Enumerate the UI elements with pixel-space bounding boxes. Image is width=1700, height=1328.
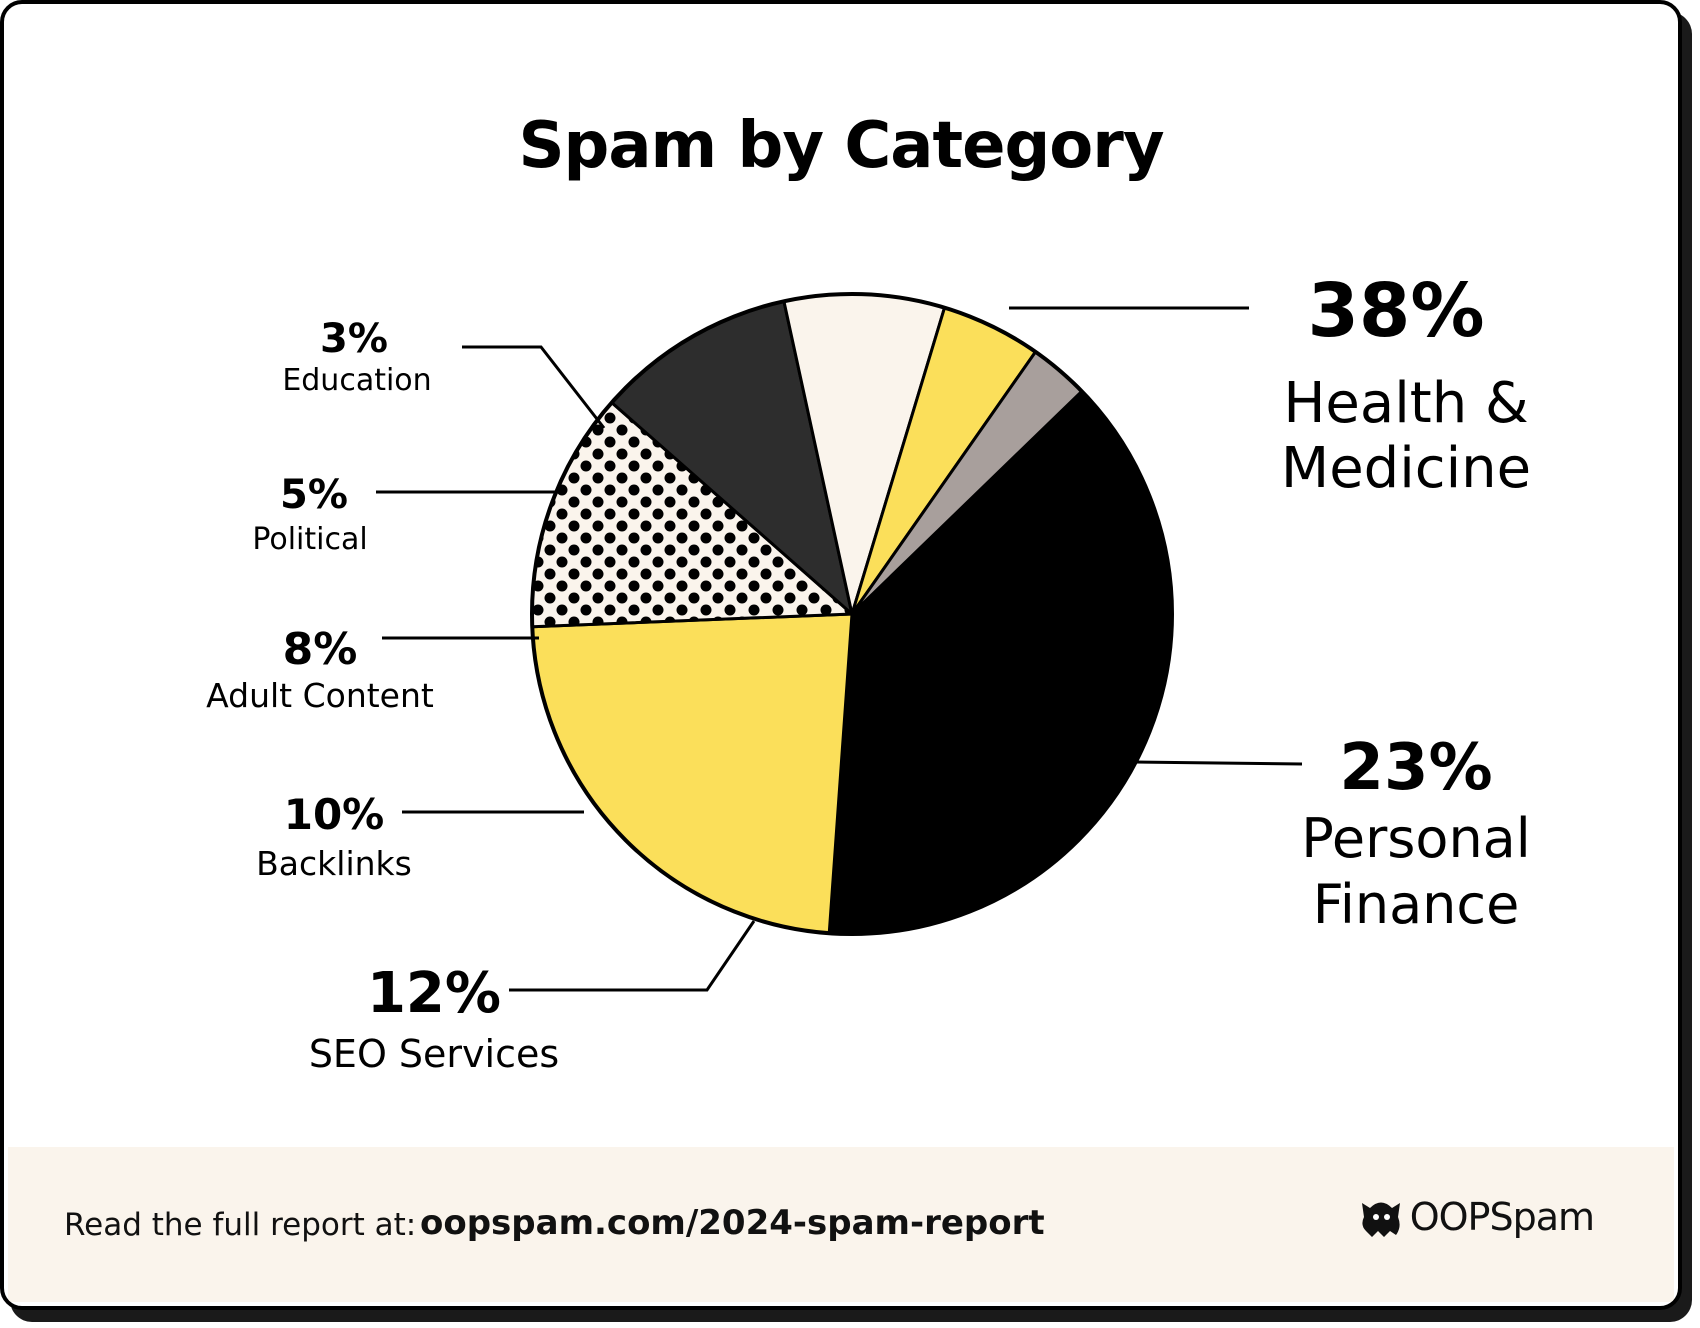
data-label-name-education: Education	[282, 363, 431, 398]
footer-lead-text: Read the full report at:	[64, 1207, 417, 1243]
footer: Read the full report at: oopspam.com/202…	[8, 1147, 1674, 1302]
pie-outline	[530, 292, 1174, 936]
leader-line-personal-finance	[1133, 760, 1303, 766]
data-label-percent-seo-services: 12%	[367, 961, 501, 1026]
data-label-name-personal-finance: Finance	[1313, 873, 1520, 936]
data-label-percent-backlinks: 10%	[284, 790, 385, 839]
brand-logo: OOPSpam	[1356, 1195, 1595, 1239]
data-label-name-adult-content: Adult Content	[206, 676, 434, 715]
data-label-name-health-medicine: Health &	[1283, 371, 1528, 436]
data-label-percent-adult-content: 8%	[283, 624, 358, 675]
report-card: Spam by Category 38% Health & Medicine 23% P…	[0, 0, 1682, 1310]
leader-line-education	[462, 345, 606, 429]
brand-name: OOPSpam	[1409, 1195, 1595, 1239]
data-label-percent-education: 3%	[320, 316, 388, 362]
leader-line-seo-services	[509, 920, 756, 992]
data-label-percent-personal-finance: 23%	[1339, 731, 1492, 805]
chart-title: Spam by Category	[518, 109, 1164, 183]
pie-slice-personal-finance	[530, 612, 854, 935]
data-label-name-political: Political	[252, 522, 367, 557]
data-label-name-seo-services: SEO Services	[309, 1032, 559, 1076]
data-label-name-backlinks: Backlinks	[256, 844, 412, 883]
ghost-icon	[1361, 1202, 1400, 1237]
data-label-percent-political: 5%	[280, 472, 348, 518]
data-label-name-health-medicine: Medicine	[1281, 436, 1531, 501]
report-link[interactable]: oopspam.com/2024-spam-report	[420, 1203, 1045, 1243]
data-label-percent-health-medicine: 38%	[1307, 268, 1484, 354]
data-label-name-personal-finance: Personal	[1301, 807, 1531, 870]
